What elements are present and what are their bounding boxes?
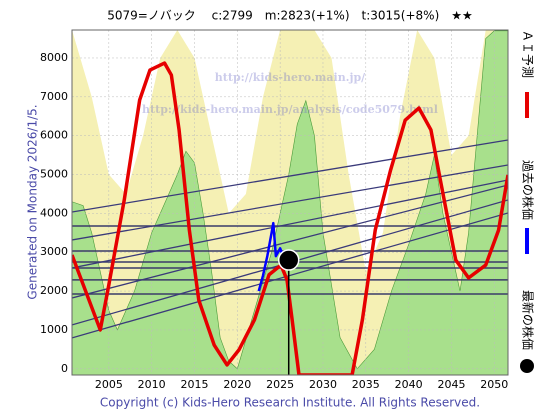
x-tick-label: 2005 xyxy=(95,378,123,391)
y-tick-label: 4000 xyxy=(40,206,68,219)
y-tick-label: 3000 xyxy=(40,245,68,258)
y-tick-label: 2000 xyxy=(40,284,68,297)
chart-title: 5079=ノバック c:2799 m:2823(+1%) t:3015(+8%)… xyxy=(107,9,473,23)
trend-line xyxy=(72,212,508,339)
x-tick-label: 2025 xyxy=(266,378,294,391)
legend-swatch xyxy=(520,359,534,373)
x-tick-label: 2010 xyxy=(138,378,166,391)
footer: Copyright (c) Kids-Hero Research Institu… xyxy=(100,396,480,410)
legend-label: 最新の株価 xyxy=(521,290,536,350)
trend-line xyxy=(72,164,508,241)
legend-label: 過去の株価 xyxy=(521,160,536,220)
y-tick-label: 1000 xyxy=(40,323,68,336)
x-tick-label: 2040 xyxy=(395,378,423,391)
x-tick-label: 2035 xyxy=(352,378,380,391)
plot-frame xyxy=(71,29,509,376)
trend-line xyxy=(72,184,508,299)
x-tick-label: 2050 xyxy=(480,378,508,391)
generated-note: Generated on Monday 2026/1/5. xyxy=(26,104,40,299)
y-tick-label: 0 xyxy=(61,362,68,375)
y-tick-label: 6000 xyxy=(40,129,68,142)
plot-layer: http://kids-hero.main.jp/http://kids-her… xyxy=(72,30,508,375)
latest-point xyxy=(277,249,300,271)
trend-line xyxy=(72,179,508,269)
legend-label: ＡＩ予測 xyxy=(521,30,535,78)
y-tick-label: 5000 xyxy=(40,168,68,181)
x-tick-label: 2045 xyxy=(437,378,465,391)
watermark: http://kids-hero.main.jp/analysis/code50… xyxy=(142,103,438,116)
x-tick-label: 2030 xyxy=(309,378,337,391)
x-tick-label: 2020 xyxy=(223,378,251,391)
y-tick-label: 7000 xyxy=(40,90,68,103)
y-tick-label: 8000 xyxy=(40,51,68,64)
watermark: http://kids-hero.main.jp/ xyxy=(215,71,366,84)
series-line xyxy=(257,221,286,292)
x-tick-label: 2015 xyxy=(180,378,208,391)
